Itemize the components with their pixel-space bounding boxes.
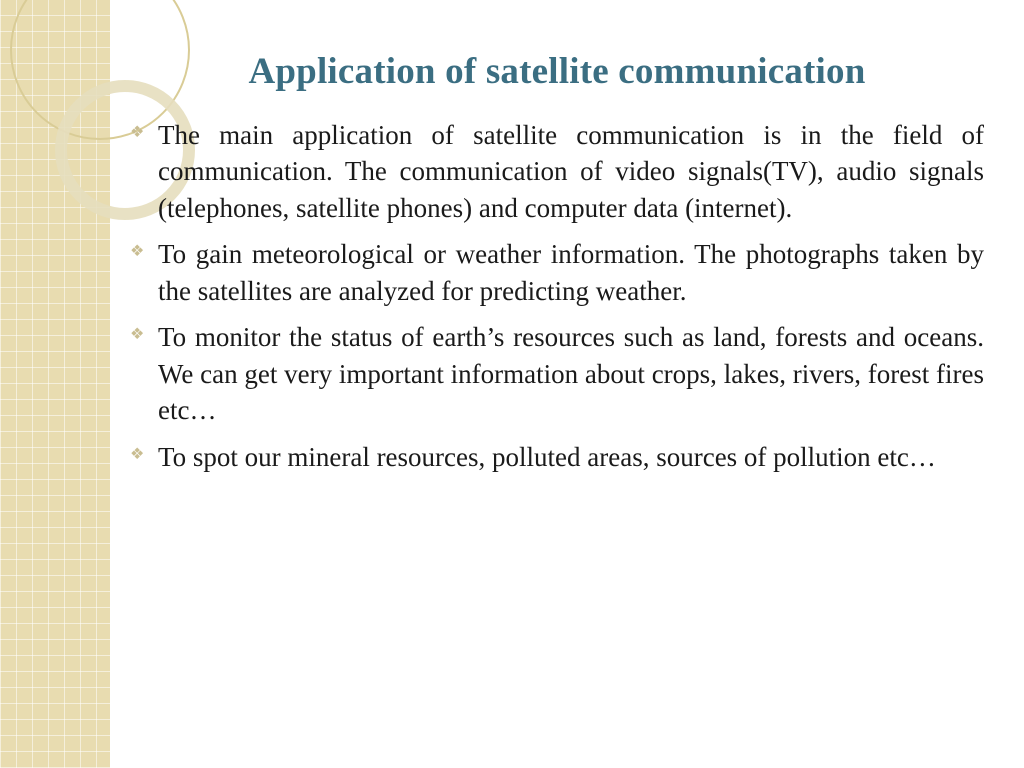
list-item: ❖ The main application of satellite comm…	[130, 117, 984, 226]
bullet-icon: ❖	[130, 126, 144, 140]
list-item: ❖ To monitor the status of earth’s resou…	[130, 319, 984, 428]
bullet-icon: ❖	[130, 448, 144, 462]
slide-content: Application of satellite communication ❖…	[130, 50, 984, 485]
bullet-list: ❖ The main application of satellite comm…	[130, 117, 984, 475]
bullet-icon: ❖	[130, 245, 144, 259]
bullet-text: To monitor the status of earth’s resourc…	[158, 322, 984, 425]
bullet-icon: ❖	[130, 328, 144, 342]
bullet-text: To gain meteorological or weather inform…	[158, 239, 984, 305]
bullet-text: The main application of satellite commun…	[158, 120, 984, 223]
bullet-text: To spot our mineral resources, polluted …	[158, 442, 936, 472]
list-item: ❖ To gain meteorological or weather info…	[130, 236, 984, 309]
slide-title: Application of satellite communication	[130, 50, 984, 93]
list-item: ❖ To spot our mineral resources, pollute…	[130, 439, 984, 475]
